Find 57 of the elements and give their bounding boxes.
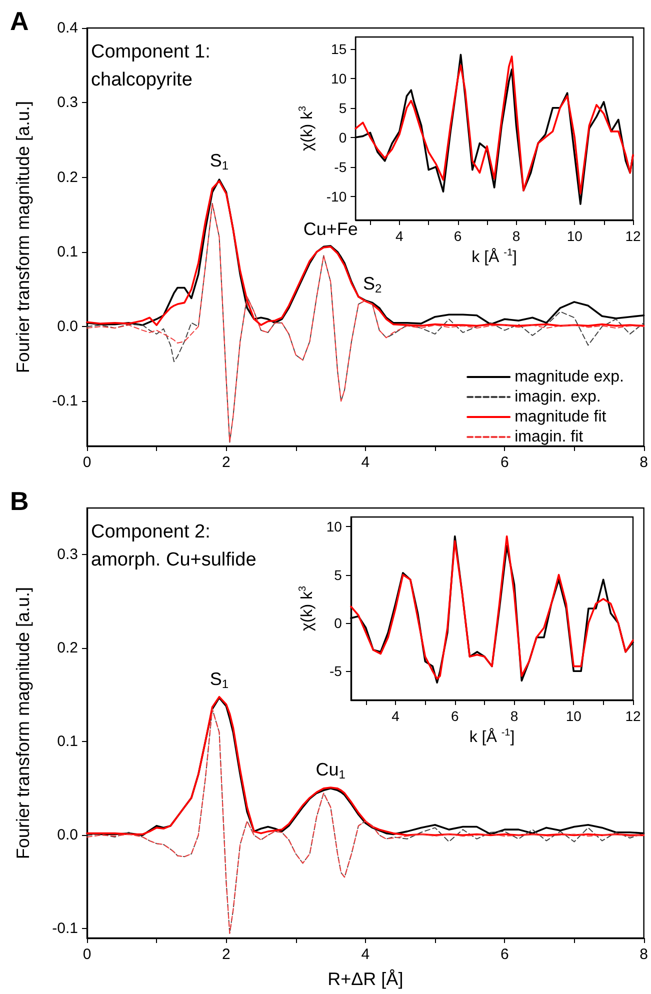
line-series (86, 202, 644, 443)
x-tick-label: 0 (82, 946, 92, 963)
x-tick-label: 8 (510, 708, 518, 724)
y-tick-label: 10 (331, 70, 347, 86)
x-tick-label: 8 (640, 946, 648, 963)
legend-label: magnitude exp. (514, 368, 624, 386)
x-tick-label: 6 (454, 228, 462, 244)
x-tick-label: 2 (222, 454, 230, 471)
y-tick-label: 0.2 (57, 168, 78, 186)
y-tick-label: 10 (326, 518, 342, 535)
y-tick-label: -5 (334, 158, 347, 175)
y-tick-label: 0 (334, 614, 342, 631)
x-tick-label: 8 (640, 454, 648, 471)
y-tick-label: 15 (331, 40, 347, 57)
y-axis-title: χ(k) k3 (298, 106, 316, 152)
y-tick-label: 0.1 (57, 733, 78, 750)
text: B (10, 486, 29, 516)
x-tick-label: 12 (625, 708, 641, 724)
y-tick-label: 0.4 (57, 20, 78, 36)
x-tick-label: 0 (82, 454, 92, 471)
y-tick-label: 0.2 (57, 640, 78, 657)
x-axis-title: R+ΔR [Å] (328, 969, 404, 989)
y-tick-label: -10 (326, 188, 347, 204)
x-tick-label: 4 (396, 228, 404, 244)
legend-label: magnitude fit (514, 408, 607, 426)
y-tick-label: -5 (330, 663, 342, 680)
annotation: Cu+Fe (303, 218, 358, 239)
annotation: Component 1: chalcopyrite (91, 42, 210, 90)
y-tick-label: -0.1 (52, 392, 78, 410)
y-tick-label: 0.1 (57, 243, 78, 260)
line-series (86, 708, 644, 934)
y-tick-label: 0.3 (57, 94, 78, 112)
y-tick-label: 0.0 (57, 826, 78, 844)
x-tick-label: 10 (566, 228, 583, 244)
annotation: Component 2: amorph. Cu+sulfide (91, 522, 256, 570)
x-tick-label: 6 (450, 708, 459, 724)
x-tick-label: 4 (361, 946, 370, 963)
y-tick-label: 0 (338, 129, 347, 146)
x-tick-label: 6 (500, 454, 509, 471)
y-tick-label: 5 (334, 566, 342, 583)
y-tick-label: 0.0 (57, 318, 78, 336)
x-tick-label: 4 (361, 454, 370, 471)
y-axis-title: Fourier transform magnitude [a.u.] (13, 586, 33, 860)
x-tick-label: 2 (222, 946, 230, 963)
x-tick-label: 10 (566, 708, 582, 724)
x-tick-label: 12 (625, 228, 641, 244)
y-tick-label: 0.3 (57, 546, 78, 564)
text: A (10, 6, 29, 36)
x-tick-label: 6 (500, 946, 509, 963)
legend-label: imagin. fit (514, 428, 584, 446)
y-axis-title: χ(k) k3 (298, 586, 316, 632)
y-axis-title: Fourier transform magnitude [a.u.] (13, 100, 33, 374)
x-tick-label: 8 (512, 228, 520, 244)
y-tick-label: 5 (338, 100, 347, 116)
legend-label: imagin. exp. (514, 388, 601, 406)
y-tick-label: -0.1 (52, 920, 78, 938)
x-tick-label: 4 (392, 708, 400, 724)
